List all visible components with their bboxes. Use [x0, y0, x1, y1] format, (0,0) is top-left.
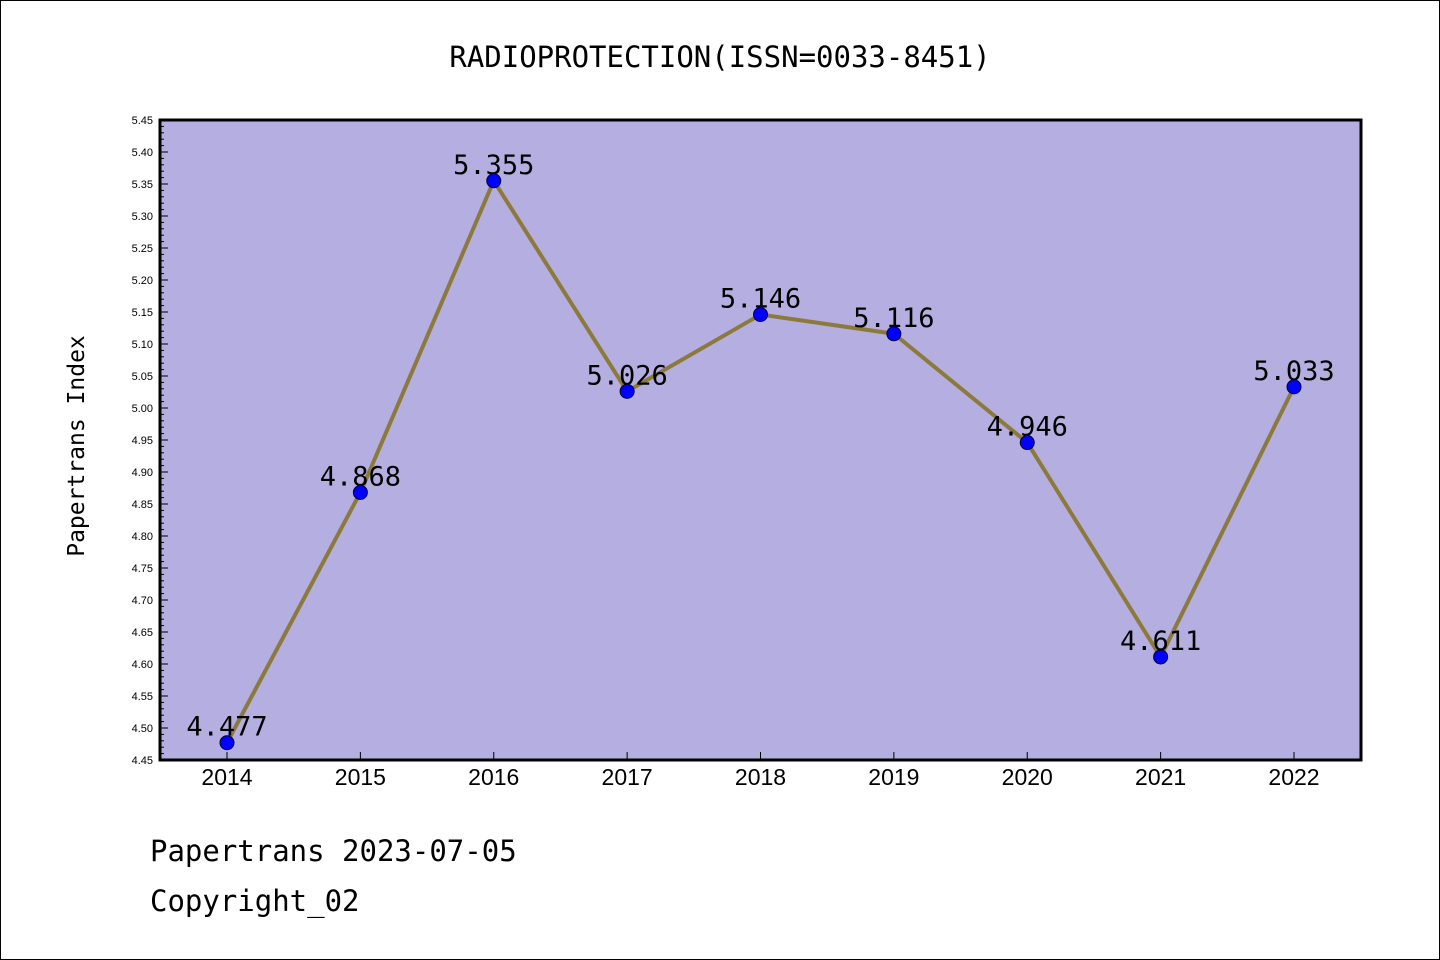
y-tick-label: 5.40 — [132, 147, 153, 159]
y-tick-label: 5.05 — [132, 371, 153, 383]
x-tick-label: 2018 — [735, 764, 786, 790]
y-tick-label: 4.70 — [132, 595, 153, 607]
y-axis-ticks: 4.45 4.50 4.55 4.60 4.65 4.70 4.75 4.80 4.85 4.90… — [132, 115, 168, 767]
x-tick-label: 2021 — [1135, 764, 1186, 790]
y-tick-label: 5.00 — [132, 403, 153, 415]
x-tick-label: 2022 — [1268, 764, 1319, 790]
x-tick-label: 2015 — [335, 764, 386, 790]
y-tick-label: 5.20 — [132, 275, 153, 287]
y-tick-label: 5.15 — [132, 307, 153, 319]
plot-border — [158, 118, 1363, 762]
y-tick-label: 4.50 — [132, 723, 153, 735]
y-tick-label: 5.35 — [132, 179, 153, 191]
data-point — [886, 326, 902, 342]
y-tick-label: 4.55 — [132, 691, 153, 703]
chart-title: RADIOPROTECTION(ISSN=0033-8451) — [449, 40, 990, 74]
data-point — [1153, 649, 1169, 665]
y-tick-label: 4.90 — [132, 467, 153, 479]
data-point — [352, 484, 368, 500]
y-tick-label: 4.95 — [132, 435, 153, 447]
footer-date: Papertrans 2023-07-05 — [150, 834, 517, 868]
x-axis-ticks: 2014 2015 2016 2017 2018 2019 2020 2021 2022 — [201, 752, 1320, 790]
y-tick-label: 4.85 — [132, 499, 153, 511]
x-tick-label: 2020 — [1002, 764, 1053, 790]
x-tick-label: 2019 — [868, 764, 919, 790]
x-tick-label: 2016 — [468, 764, 519, 790]
y-tick-label: 4.45 — [132, 755, 153, 767]
data-point — [1286, 379, 1302, 395]
footer-copyright: Copyright_02 — [150, 884, 360, 918]
y-tick-label: 5.30 — [132, 211, 153, 223]
x-tick-label: 2014 — [201, 764, 252, 790]
y-tick-label: 4.65 — [132, 627, 153, 639]
data-point — [619, 383, 635, 399]
y-tick-label: 5.45 — [132, 115, 153, 127]
y-tick-label: 4.75 — [132, 563, 153, 575]
x-tick-label: 2017 — [602, 764, 653, 790]
y-tick-label: 4.60 — [132, 659, 153, 671]
series-layer: 4.4774.8685.3555.0265.1465.1164.9464.611… — [186, 150, 1335, 751]
data-point — [1019, 435, 1035, 451]
y-tick-label: 4.80 — [132, 531, 153, 543]
y-tick-label: 5.25 — [132, 243, 153, 255]
y-tick-label: 5.10 — [132, 339, 153, 351]
plot-area — [160, 120, 1361, 760]
data-point — [219, 735, 235, 751]
data-point — [753, 307, 768, 323]
y-axis-label: Papertrans Index — [64, 335, 90, 557]
data-point — [486, 173, 502, 189]
